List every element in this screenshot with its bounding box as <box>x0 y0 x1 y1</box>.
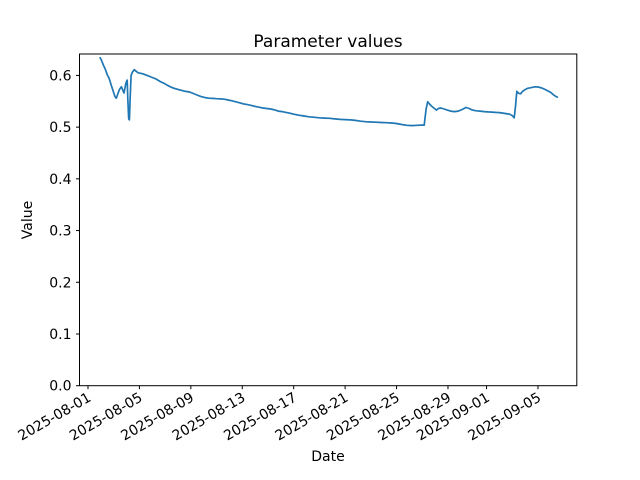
chart-title: Parameter values <box>253 32 402 52</box>
data-line-series <box>99 56 559 127</box>
plot-area <box>79 53 578 387</box>
y-tick-label: 0.0 <box>49 379 71 395</box>
y-tick-label: 0.1 <box>49 327 71 343</box>
y-tick-label: 0.5 <box>49 120 71 136</box>
y-tick-label: 0.4 <box>49 172 71 188</box>
y-axis-label: Value <box>20 201 36 239</box>
y-tick-label: 0.2 <box>49 275 71 291</box>
y-axis-ticks: 0.0 0.1 0.2 0.3 0.4 0.5 0.6 <box>49 68 80 395</box>
x-axis-ticks: 2025-08-012025-08-052025-08-092025-08-13… <box>16 385 544 444</box>
x-axis-label: Date <box>311 449 344 465</box>
y-tick-label: 0.6 <box>49 68 71 84</box>
y-tick-label: 0.3 <box>49 224 71 240</box>
